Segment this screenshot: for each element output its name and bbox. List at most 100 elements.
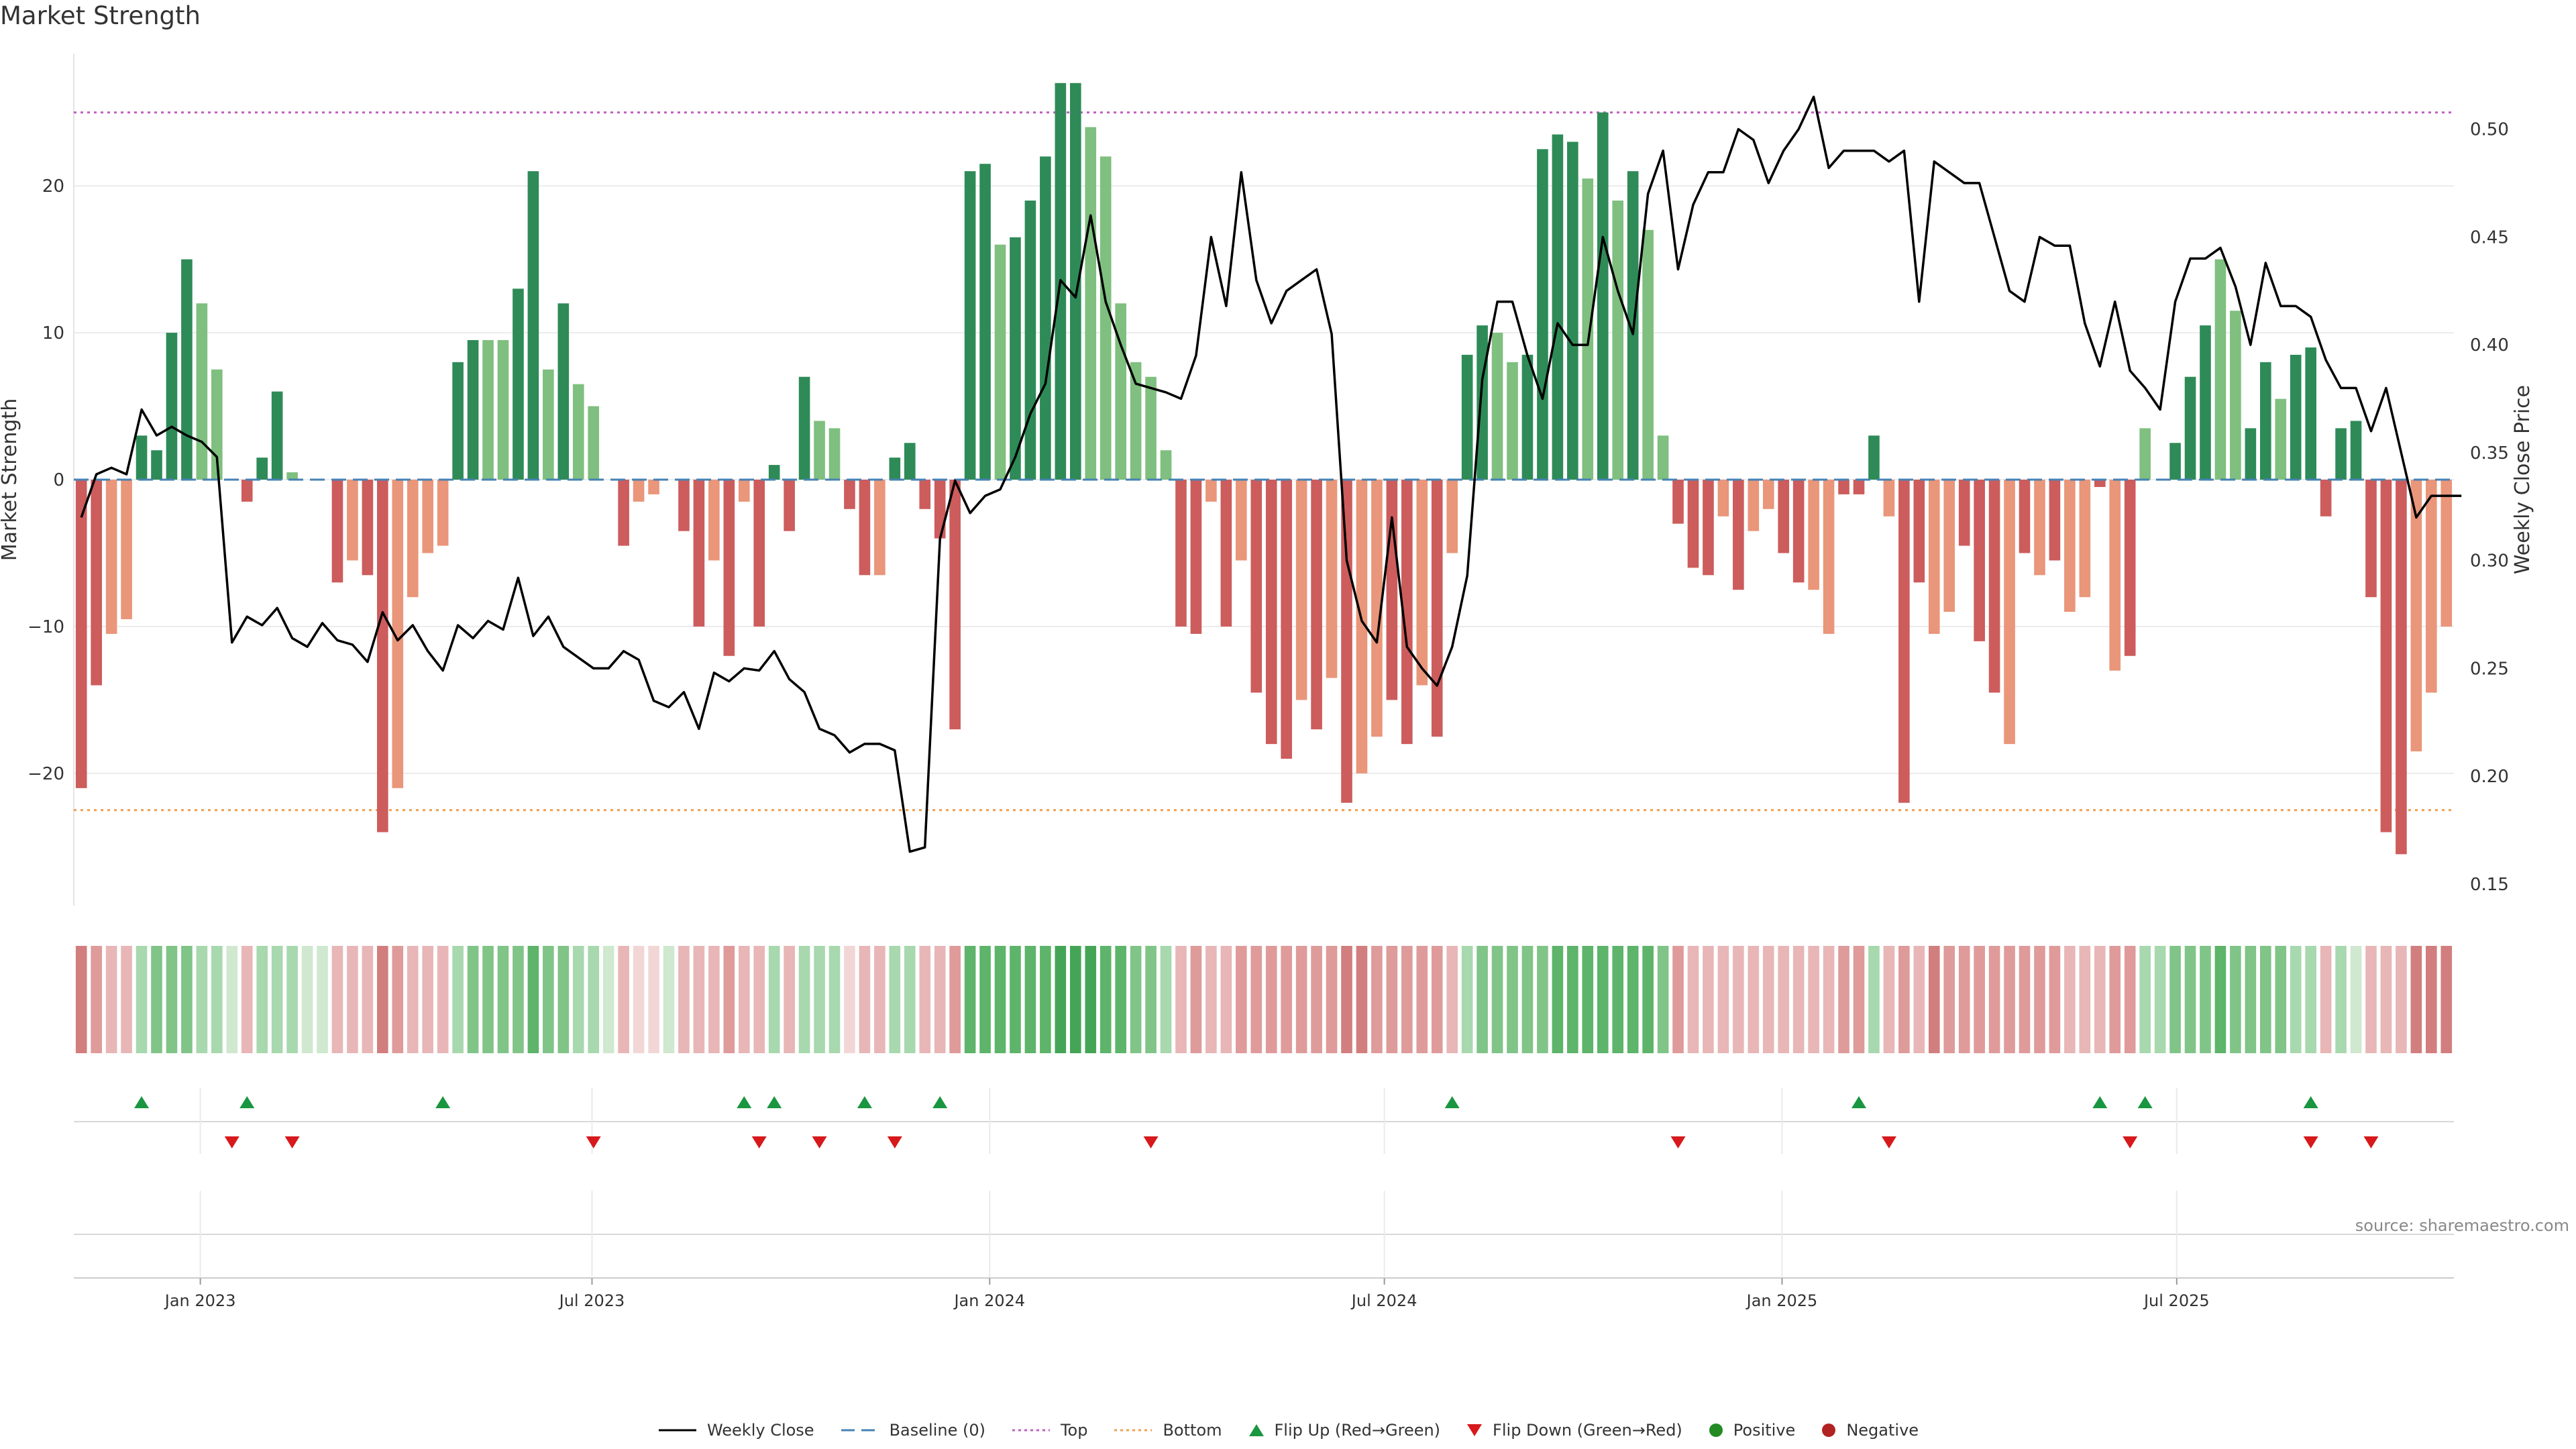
- strength-bar: [1988, 480, 2000, 693]
- heat-cell: [979, 946, 991, 1053]
- strength-bar: [2440, 480, 2453, 627]
- x-tick-label: Jul 2024: [1350, 1291, 1417, 1310]
- strength-bar: [1733, 480, 1744, 590]
- chart-legend: Weekly Close Baseline (0) Top Bottom Fli…: [0, 1421, 2576, 1440]
- heat-cell: [1401, 946, 1413, 1053]
- strength-bar: [2139, 428, 2151, 480]
- heat-cell: [2230, 946, 2241, 1053]
- strength-bar: [331, 480, 343, 583]
- legend-item-bottom: Bottom: [1113, 1421, 1222, 1440]
- strength-bar: [934, 480, 946, 539]
- legend-item-weekly-close: Weekly Close: [657, 1421, 814, 1440]
- strength-bar: [1220, 480, 1232, 627]
- heat-cell: [2004, 946, 2015, 1053]
- strength-bar: [2245, 428, 2257, 480]
- heat-cell: [347, 946, 358, 1053]
- strength-bar: [859, 480, 871, 576]
- dotted-line-icon: [1114, 1429, 1152, 1432]
- heat-cell: [844, 946, 855, 1053]
- strength-bar: [723, 480, 735, 656]
- heat-cell: [1928, 946, 1940, 1053]
- heat-cell: [497, 946, 509, 1053]
- heat-cell: [2365, 946, 2377, 1053]
- strength-bar: [1748, 480, 1760, 531]
- strength-bar: [874, 480, 885, 576]
- strength-bar: [2305, 347, 2316, 480]
- strength-bar: [1160, 450, 1172, 480]
- heat-cell: [1341, 946, 1352, 1053]
- y2-tick-label: 0.30: [2470, 551, 2509, 572]
- strength-bar: [75, 480, 87, 788]
- flip-up-marker: [857, 1096, 872, 1108]
- heat-cell: [2019, 946, 2031, 1053]
- strength-bar: [1250, 480, 1263, 693]
- strength-bar: [994, 244, 1006, 480]
- strength-bar: [2365, 480, 2377, 598]
- circle-icon: [1822, 1424, 1836, 1437]
- strength-bar: [618, 480, 629, 546]
- heat-cell: [1130, 946, 1142, 1053]
- strength-bar: [2079, 480, 2091, 598]
- heat-cell: [1778, 946, 1790, 1053]
- strength-bar: [105, 480, 117, 634]
- heat-cell: [513, 946, 524, 1053]
- strength-bar: [513, 288, 524, 480]
- flip-down-marker: [887, 1136, 902, 1148]
- x-tick-label: Jan 2023: [164, 1291, 236, 1310]
- heat-cell: [377, 946, 388, 1053]
- strength-bar: [1175, 480, 1187, 627]
- y2-tick-label: 0.45: [2470, 227, 2509, 248]
- heat-cell: [874, 946, 885, 1053]
- y2-tick-label: 0.35: [2470, 443, 2509, 464]
- heat-cell: [211, 946, 223, 1053]
- heat-cell: [407, 946, 419, 1053]
- heat-cell: [1703, 946, 1714, 1053]
- heat-cell: [437, 946, 449, 1053]
- heat-cell: [2034, 946, 2045, 1053]
- heat-cell: [2169, 946, 2181, 1053]
- heat-cell: [392, 946, 404, 1053]
- heat-cell: [2259, 946, 2271, 1053]
- legend-label: Top: [1060, 1421, 1088, 1440]
- strength-bar: [407, 480, 419, 598]
- flip-up-marker: [737, 1096, 752, 1108]
- y2-tick-label: 0.20: [2470, 767, 2509, 787]
- legend-item-negative: Negative: [1821, 1421, 1919, 1440]
- strength-bar: [1913, 480, 1925, 583]
- heat-cell: [1823, 946, 1835, 1053]
- legend-label: Bottom: [1163, 1421, 1222, 1440]
- heat-cell: [1552, 946, 1564, 1053]
- heat-cell: [1913, 946, 1925, 1053]
- strength-bar: [1642, 229, 1654, 480]
- legend-label: Flip Up (Red→Green): [1274, 1421, 1441, 1440]
- y2-axis-label: Weekly Close Price: [2511, 385, 2534, 574]
- strength-bar: [211, 369, 223, 480]
- strength-bar: [949, 480, 961, 730]
- strength-bar: [889, 458, 901, 480]
- strength-bar: [241, 480, 253, 502]
- strength-bar: [1582, 178, 1594, 480]
- strength-bar: [904, 443, 916, 480]
- flip-down-marker: [812, 1136, 827, 1148]
- strength-bar: [2259, 362, 2271, 480]
- heat-cell: [1190, 946, 1202, 1053]
- heat-cell: [105, 946, 117, 1053]
- strength-bar: [1281, 480, 1292, 759]
- flip-down-marker: [751, 1136, 767, 1148]
- heat-cell: [1507, 946, 1518, 1053]
- strength-bar: [588, 406, 600, 480]
- heat-cell: [1958, 946, 1970, 1053]
- heat-cell: [964, 946, 976, 1053]
- strength-bar: [1853, 480, 1865, 494]
- strength-bar: [693, 480, 705, 627]
- strength-bar: [2094, 480, 2106, 487]
- flip-up-marker: [239, 1096, 255, 1108]
- heat-cell: [301, 946, 313, 1053]
- dotted-line-icon: [1012, 1429, 1050, 1432]
- heat-cell: [1748, 946, 1760, 1053]
- heat-cell: [648, 946, 659, 1053]
- heat-cell: [557, 946, 570, 1053]
- heat-cell: [2335, 946, 2347, 1053]
- strength-bar: [1024, 200, 1036, 480]
